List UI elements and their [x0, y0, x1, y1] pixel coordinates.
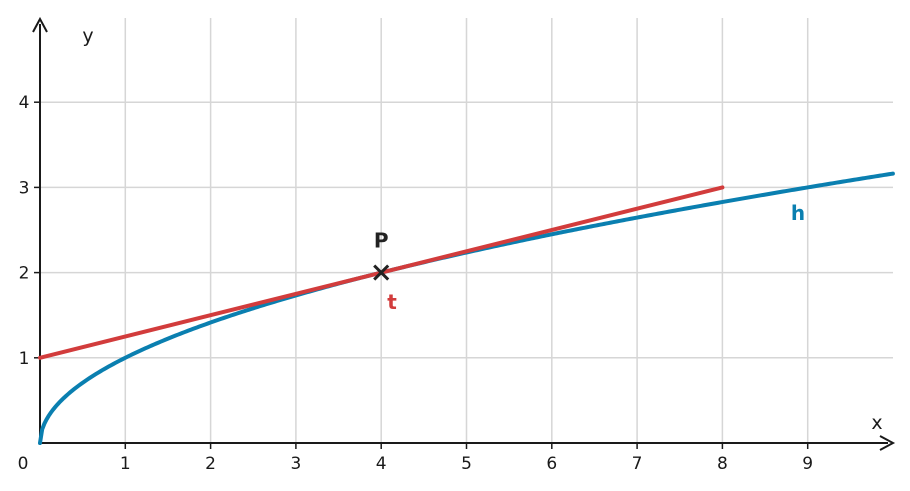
series-t-label: t	[387, 290, 397, 314]
x-axis-label: x	[871, 412, 882, 434]
x-tick-label-9: 9	[802, 454, 813, 474]
x-axis-arrow	[879, 435, 896, 451]
point-markers: P	[373, 229, 390, 281]
x-tick-label-2: 2	[205, 454, 216, 474]
x-tick-label-7: 7	[632, 454, 643, 474]
y-tick-label-4: 4	[19, 93, 30, 113]
x-tick-label-5: 5	[461, 454, 472, 474]
grid-lines	[40, 18, 893, 443]
tick-labels: 1 2 3 4 5 6 7 8 9 1 2 3 4	[19, 93, 814, 474]
x-tick-label-8: 8	[717, 454, 728, 474]
point-P-marker	[373, 264, 390, 281]
x-tick-label-3: 3	[290, 454, 301, 474]
x-tick-label-4: 4	[376, 454, 387, 474]
y-tick-label-1: 1	[19, 349, 30, 369]
origin-label: 0	[18, 454, 29, 474]
y-axis-arrow	[32, 16, 48, 33]
x-tick-label-6: 6	[546, 454, 557, 474]
y-axis-label: y	[82, 25, 93, 47]
y-tick-label-3: 3	[19, 178, 30, 198]
point-P-label: P	[374, 229, 389, 253]
x-tick-label-1: 1	[120, 454, 131, 474]
y-tick-label-2: 2	[19, 264, 30, 284]
series-h-label: h	[791, 201, 805, 225]
axes	[32, 16, 896, 451]
